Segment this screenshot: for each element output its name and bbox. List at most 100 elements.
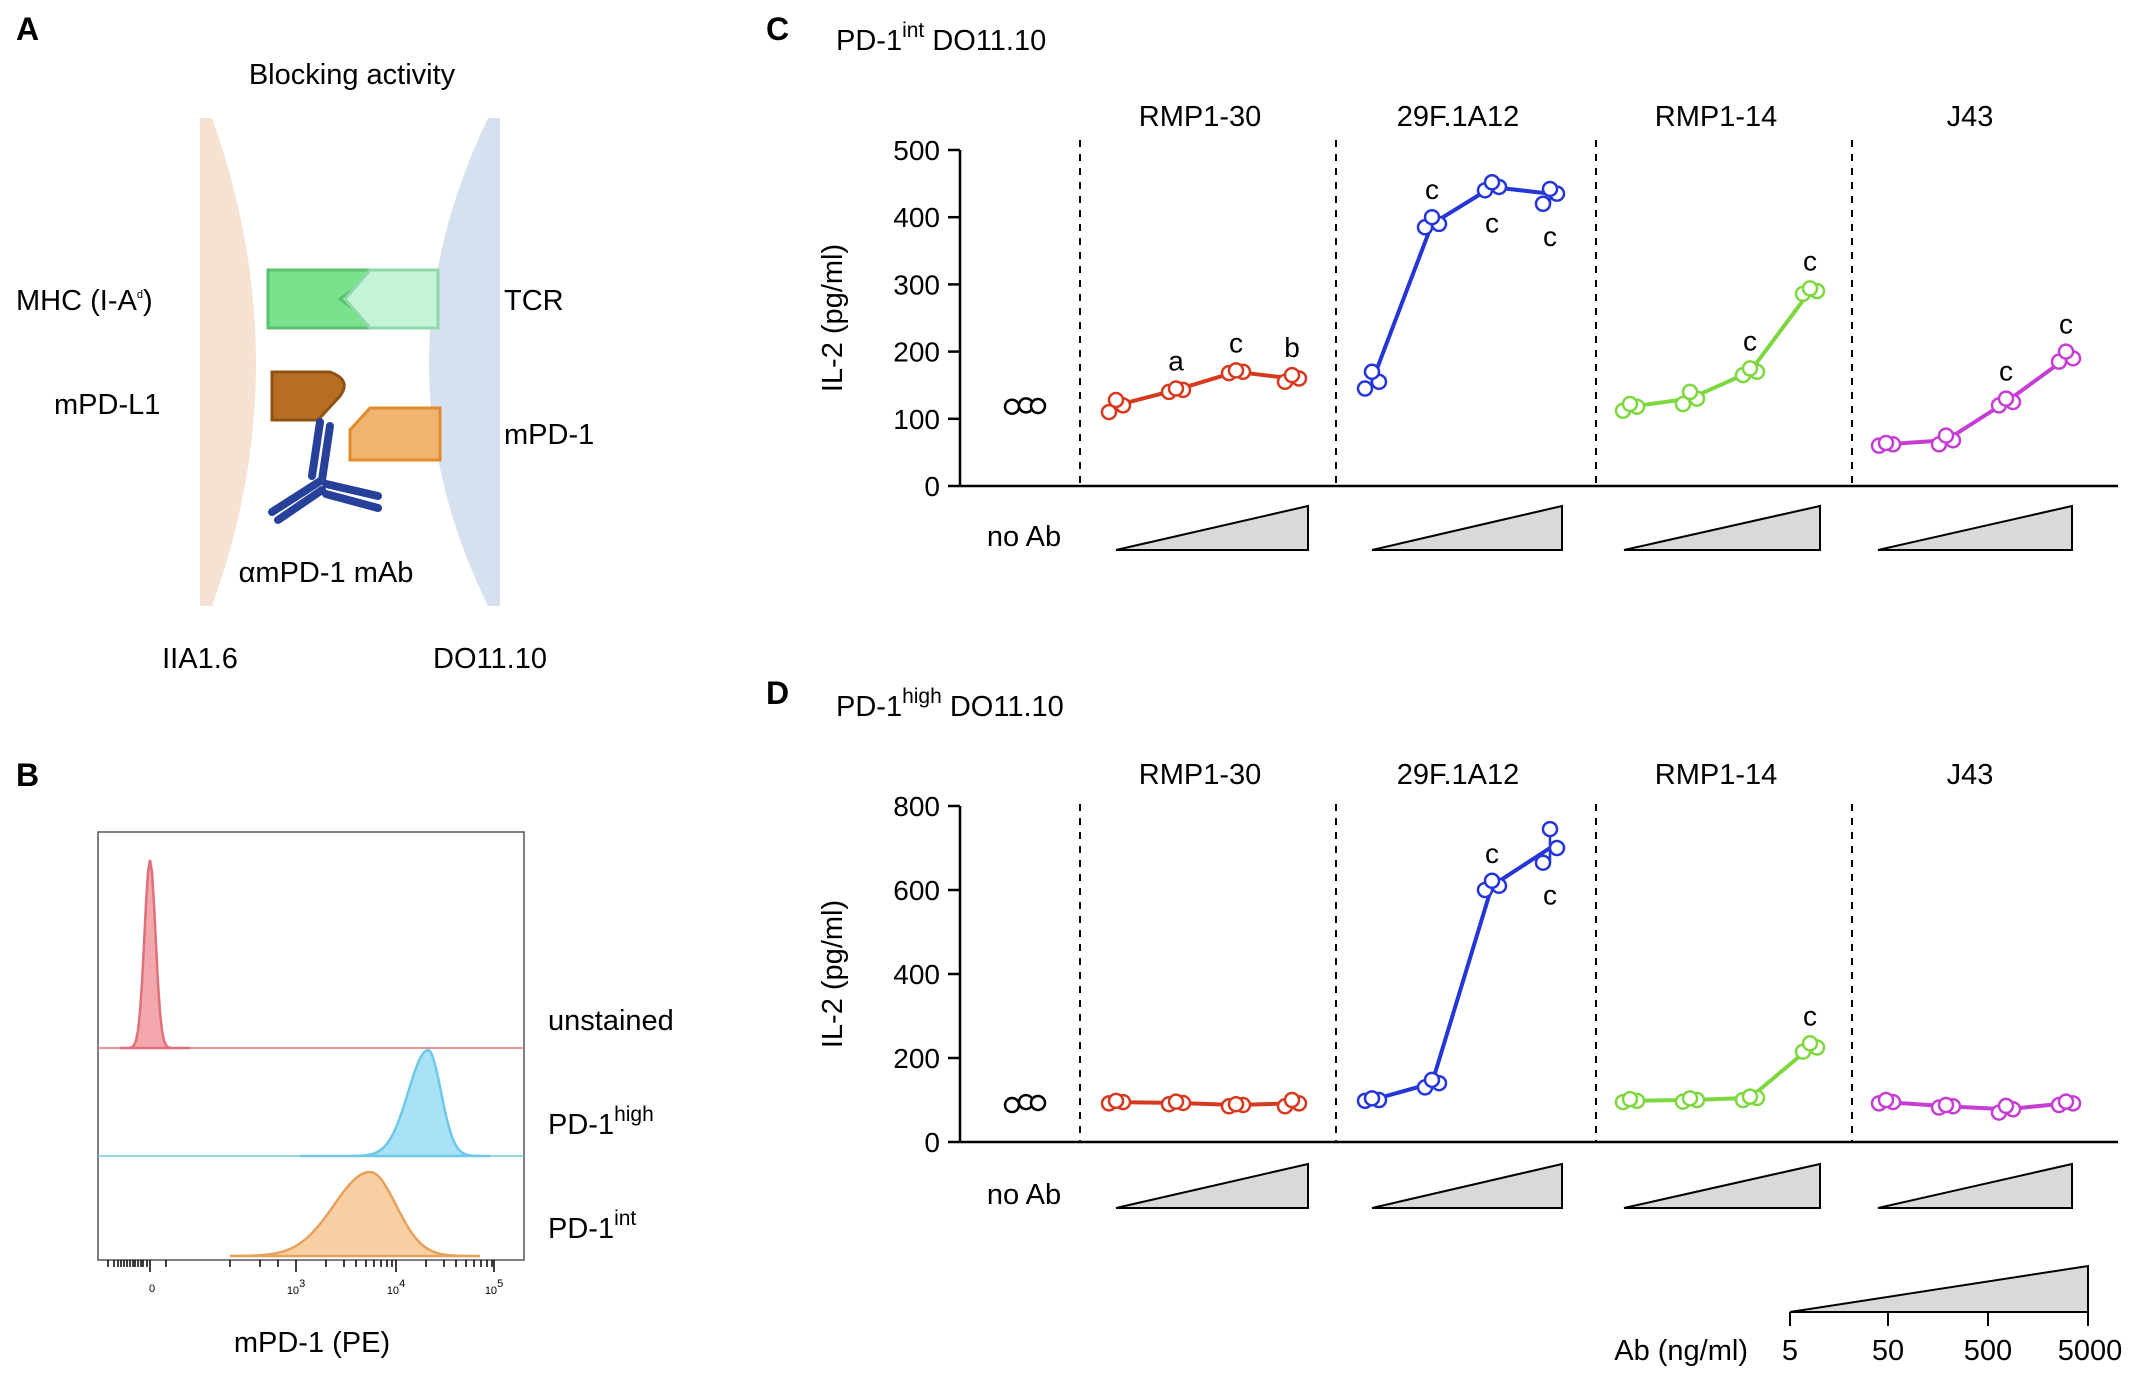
- data-point: [1997, 390, 2015, 407]
- group-header: RMP1-30: [1139, 759, 1262, 791]
- data-point: [1167, 380, 1185, 397]
- histogram-frame: [97, 831, 525, 1261]
- data-point: [2057, 1093, 2075, 1110]
- y-tick-label: 400: [893, 202, 940, 233]
- no-ab-label: no Ab: [987, 1179, 1061, 1211]
- data-point: [1541, 180, 1559, 198]
- data-point: [1283, 366, 1301, 384]
- legend-value: 50: [1872, 1335, 1904, 1367]
- data-point: [1674, 395, 1692, 413]
- concentration-triangle: [1877, 504, 2073, 551]
- antibody-icon: [268, 418, 382, 524]
- data-point: [1356, 380, 1374, 397]
- significance-label: c: [1803, 1000, 1817, 1031]
- hist-tick-1000: 103: [287, 1278, 305, 1297]
- data-point: [1681, 1090, 1699, 1107]
- cell-left-label: IIA1.6: [162, 643, 238, 675]
- data-point: [1937, 427, 1955, 444]
- group-header: RMP1-30: [1139, 101, 1262, 133]
- data-point: [1423, 1071, 1441, 1089]
- tcell-membrane: [429, 118, 500, 606]
- concentration-legend: Ab (ng/ml) 5 50 500 5000: [1614, 1264, 2122, 1367]
- y-tick-label: 800: [893, 791, 940, 822]
- data-point-no-ab: [1003, 1096, 1021, 1114]
- significance-label: c: [1485, 838, 1499, 869]
- histogram-x-label: mPD-1 (PE): [234, 1327, 390, 1359]
- apc-membrane: [200, 118, 256, 606]
- hist-tick-100000: 105: [485, 1278, 503, 1297]
- significance-label: c: [1543, 880, 1557, 911]
- hist-tick-0: 0: [149, 1283, 155, 1295]
- legend-value: 500: [1964, 1335, 2012, 1367]
- y-tick-label: 400: [893, 959, 940, 990]
- series-line: [1885, 1100, 2067, 1112]
- data-point: [1621, 395, 1639, 413]
- concentration-triangle: [1623, 504, 1821, 551]
- concentration-triangle: [1623, 1162, 1821, 1209]
- data-point: [1877, 1091, 1895, 1109]
- group-header: 29F.1A12: [1397, 759, 1520, 791]
- mpd1-molecule: [348, 406, 442, 462]
- data-point: [1483, 872, 1501, 890]
- data-point: [1741, 1088, 1759, 1105]
- significance-label: c: [1425, 174, 1439, 205]
- data-point: [1621, 1090, 1639, 1108]
- data-point: [1534, 195, 1552, 213]
- y-tick-label: 500: [893, 135, 940, 166]
- panel-c-title: PD-1int DO11.10: [836, 19, 1046, 57]
- data-point: [1877, 434, 1895, 452]
- histogram-pd1-int: [229, 1170, 480, 1258]
- series-line: [1629, 1045, 1812, 1103]
- panel-d-title: PD-1high DO11.10: [836, 685, 1064, 723]
- row-label-pd1-high: PD-1high: [548, 1103, 654, 1141]
- data-point: [1363, 1090, 1381, 1107]
- concentration-triangle: [1371, 1162, 1563, 1209]
- data-point-no-ab: [1029, 1094, 1047, 1112]
- y-axis-label: IL-2 (pg/ml): [817, 244, 849, 392]
- group-header: RMP1-14: [1655, 101, 1778, 133]
- panel-d-letter: D: [766, 675, 789, 711]
- legend-value: 5: [1782, 1335, 1798, 1367]
- chart-c: IL-2 (pg/ml) 0 100 200 300 400 500 no Ab RMP1-30…: [817, 101, 2118, 553]
- group-header: J43: [1947, 759, 1994, 791]
- significance-label: c: [1743, 325, 1757, 356]
- data-point: [1541, 820, 1559, 838]
- y-axis-label: IL-2 (pg/ml): [817, 900, 849, 1048]
- group-header: RMP1-14: [1655, 759, 1778, 791]
- tcr-label: TCR: [504, 285, 564, 317]
- legend-gradient-triangle: [1789, 1264, 2089, 1313]
- data-point: [1227, 1095, 1245, 1113]
- significance-label: c: [2059, 309, 2073, 340]
- data-point: [1801, 1035, 1819, 1052]
- panel-b: B 0 103 104 105 mPD-1 (PE) unstained PD-…: [16, 757, 674, 1359]
- series-line: [1115, 369, 1293, 408]
- significance-label: b: [1284, 332, 1300, 363]
- histogram-pd1-high: [300, 1048, 490, 1158]
- data-point-no-ab: [1003, 398, 1021, 415]
- mpd1-label: mPD-1: [504, 419, 594, 451]
- cell-right-label: DO11.10: [433, 643, 547, 675]
- row-label-pd1-int: PD-1int: [548, 1207, 636, 1245]
- data-point: [1283, 1091, 1301, 1109]
- series-line: [1371, 846, 1552, 1102]
- significance-label: c: [1999, 356, 2013, 387]
- hist-tick-10000: 104: [387, 1278, 405, 1297]
- panel-a: A Blocking activity MHC (I-Ad) TCR mPD-L…: [16, 11, 594, 675]
- panel-a-letter: A: [16, 11, 39, 47]
- data-point: [1997, 1097, 2015, 1115]
- concentration-triangle: [1877, 1162, 2073, 1209]
- row-label-unstained: unstained: [548, 1005, 674, 1037]
- mab-label: αmPD-1 mAb: [239, 557, 414, 589]
- concentration-triangle: [1115, 1162, 1309, 1209]
- mhc-label: MHC (I-Ad): [16, 285, 153, 317]
- data-point: [1548, 839, 1566, 857]
- y-tick-label: 100: [893, 404, 940, 435]
- data-point: [1801, 280, 1819, 297]
- data-point: [1167, 1093, 1185, 1110]
- series-line: [1885, 356, 2068, 447]
- mpdl1-molecule: [270, 370, 346, 422]
- y-tick-label: 300: [893, 269, 940, 300]
- data-point: [1423, 208, 1441, 226]
- concentration-triangle: [1115, 504, 1309, 551]
